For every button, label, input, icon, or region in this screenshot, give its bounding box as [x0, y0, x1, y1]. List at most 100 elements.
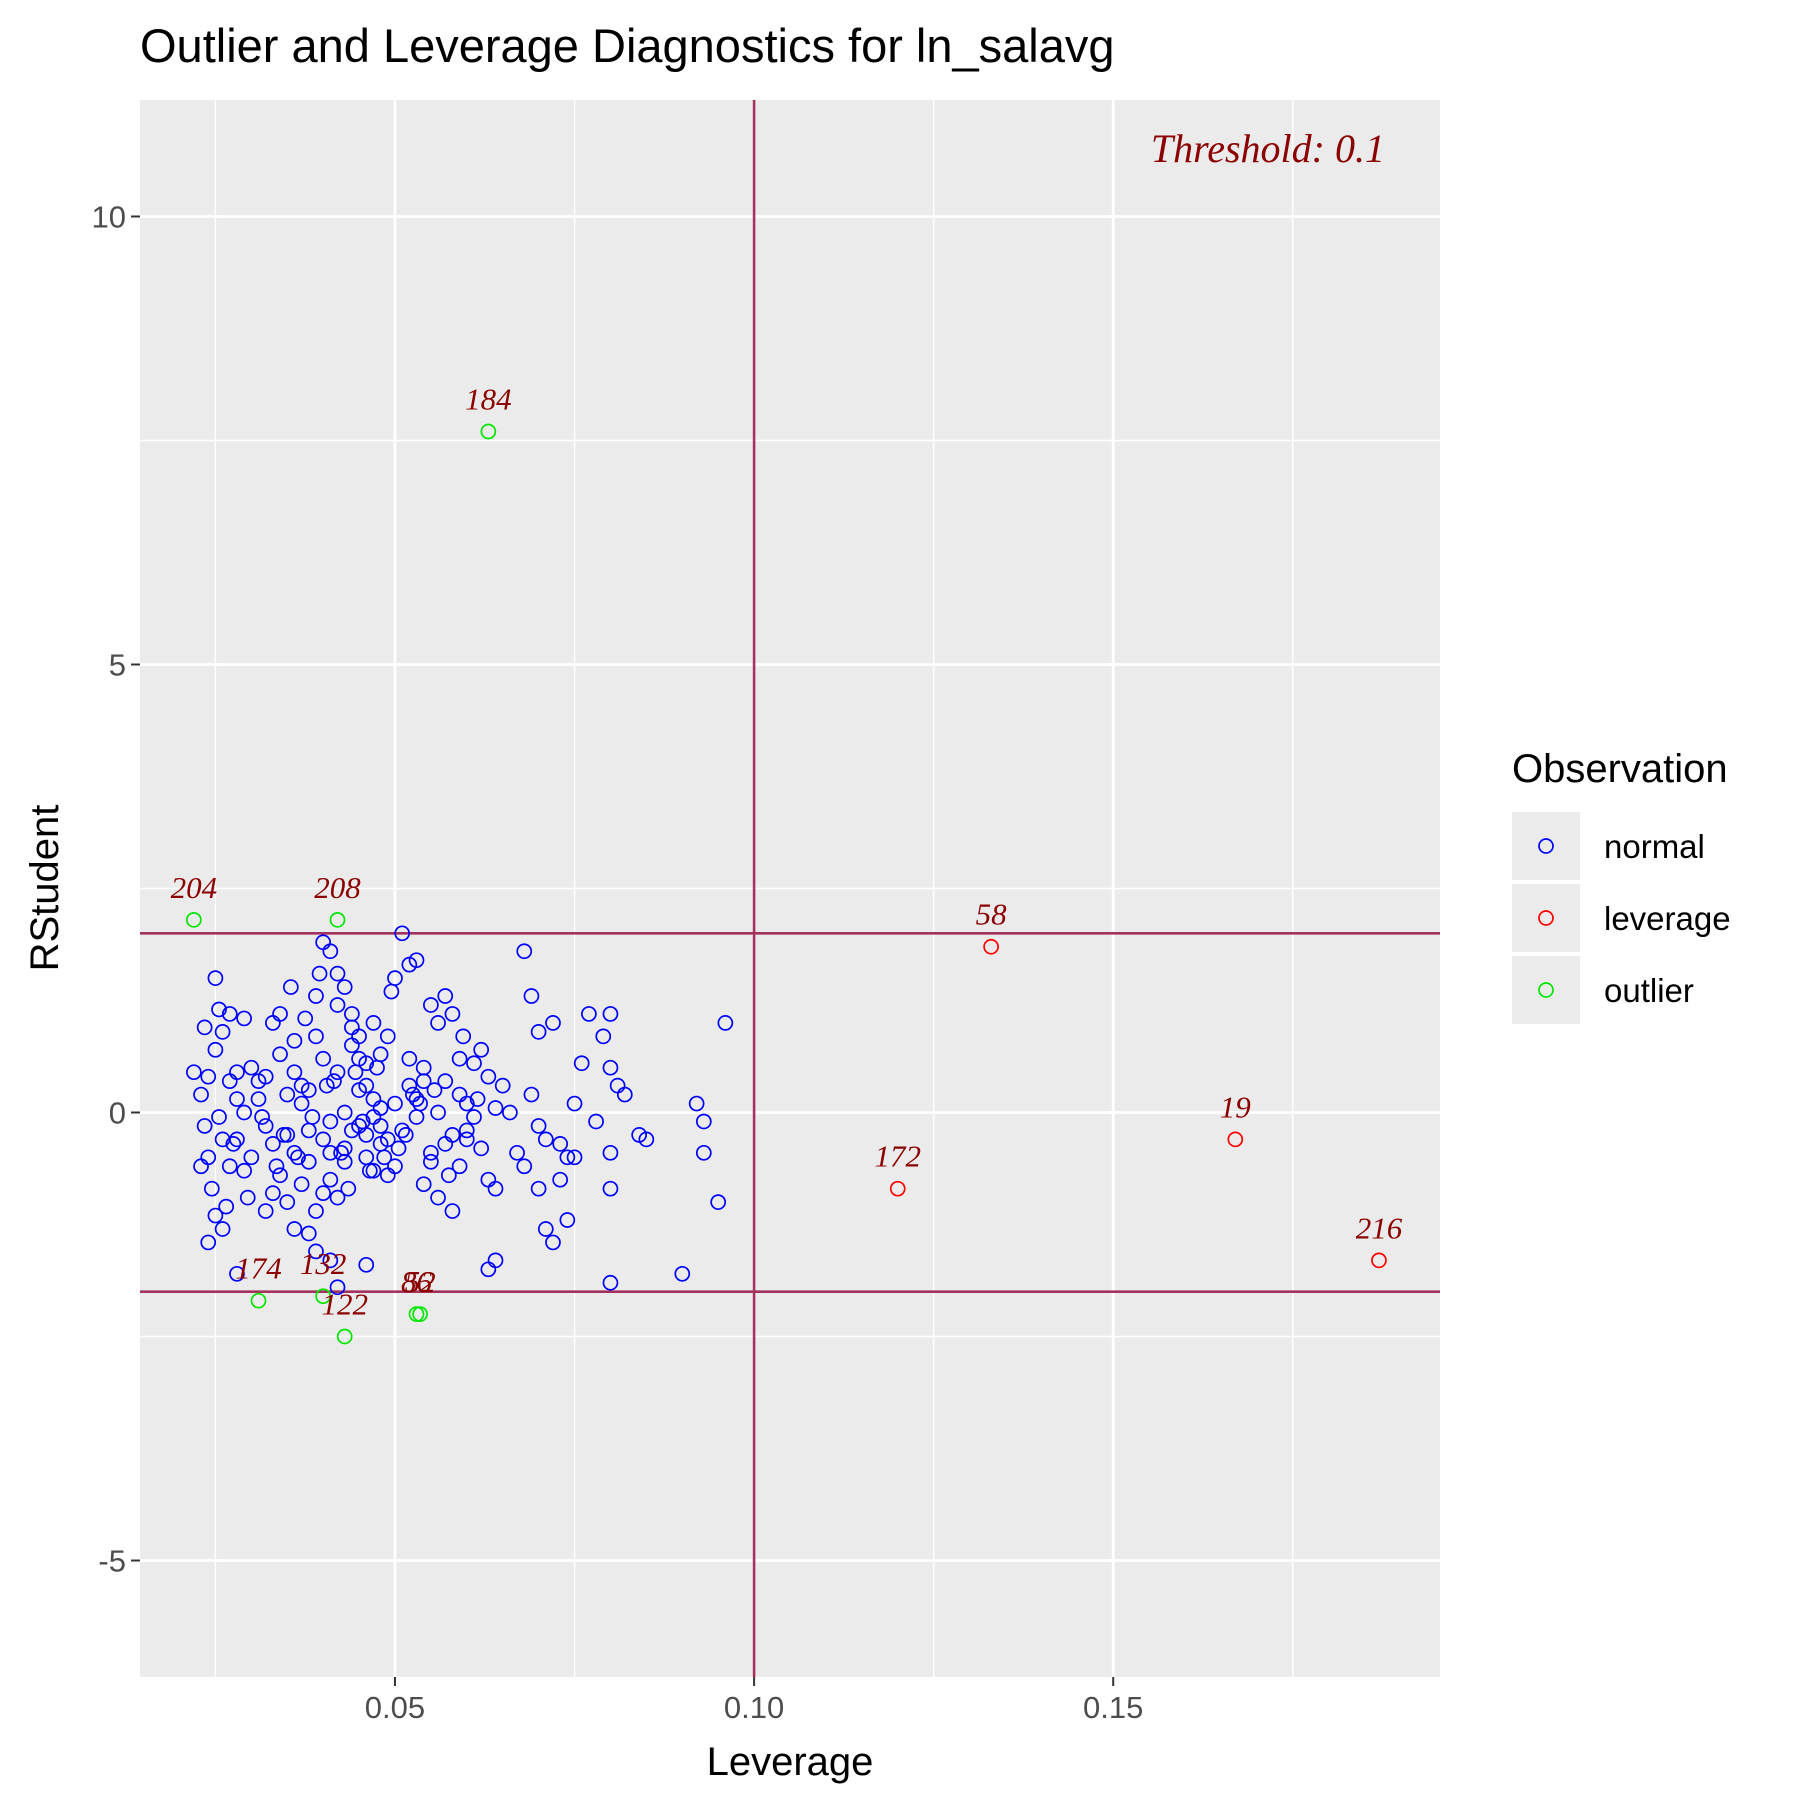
outlier-point: [186, 912, 202, 928]
outlier-point: [250, 1292, 267, 1309]
normal-point: [300, 1082, 317, 1098]
normal-point: [408, 1091, 425, 1107]
normal-point: [552, 1136, 569, 1152]
outlier-point: [408, 1306, 425, 1322]
normal-point: [265, 1136, 281, 1152]
normal-point: [365, 1091, 382, 1107]
normal-point: [275, 1127, 292, 1143]
normal-point: [387, 1158, 403, 1175]
normal-point: [509, 1144, 525, 1161]
normal-point: [250, 1091, 267, 1107]
normal-point: [304, 1109, 321, 1125]
normal-point: [243, 1149, 260, 1166]
leverage-point: [1227, 1131, 1244, 1148]
normal-point: [272, 1167, 288, 1184]
normal-point: [545, 1234, 561, 1251]
normal-point: [361, 1162, 378, 1179]
normal-point: [466, 1109, 482, 1125]
normal-point: [311, 965, 328, 982]
normal-point: [354, 1113, 371, 1130]
x-tick-label: 0.05: [365, 1690, 425, 1725]
normal-point: [480, 1261, 497, 1278]
legend-key-normal: [1512, 812, 1580, 880]
outlier-point: [412, 1306, 428, 1322]
normal-point: [329, 965, 346, 982]
normal-point: [200, 1234, 217, 1251]
legend-label-leverage: leverage: [1604, 900, 1731, 937]
normal-point: [566, 1095, 583, 1112]
outlier-point: [480, 423, 497, 440]
normal-point: [394, 925, 411, 942]
normal-point: [588, 1113, 604, 1130]
normal-point: [214, 1131, 231, 1148]
normal-point: [329, 1064, 346, 1081]
normal-point: [372, 1118, 389, 1134]
normal-point: [186, 1064, 202, 1081]
normal-point: [408, 952, 425, 969]
normal-point: [308, 1203, 324, 1219]
normal-point: [229, 1265, 245, 1282]
normal-point: [297, 1010, 314, 1027]
normal-point: [225, 1136, 242, 1152]
normal-point: [203, 1180, 220, 1197]
leverage-point-label: 19: [1220, 1089, 1251, 1124]
normal-point: [451, 1050, 468, 1067]
normal-point: [193, 1158, 209, 1175]
normal-point: [268, 1158, 285, 1175]
normal-point: [466, 1055, 482, 1072]
normal-point: [451, 1158, 468, 1175]
normal-point: [193, 1086, 209, 1103]
normal-point: [437, 1136, 454, 1152]
normal-point: [318, 1077, 335, 1094]
normal-point: [308, 1243, 324, 1260]
normal-point: [523, 1086, 540, 1103]
legend-entries: normal leverage outlier: [1512, 812, 1731, 1024]
normal-point: [347, 1064, 364, 1081]
normal-point: [458, 1095, 475, 1112]
legend-label-outlier: outlier: [1604, 972, 1694, 1009]
normal-point: [440, 1167, 457, 1184]
normal-point: [211, 1109, 227, 1125]
normal-point: [415, 1176, 432, 1193]
normal-point: [265, 1015, 281, 1031]
normal-point: [344, 1019, 360, 1036]
normal-point: [573, 1055, 590, 1072]
normal-point: [218, 1198, 235, 1215]
normal-point: [552, 1171, 569, 1188]
normal-point: [387, 1095, 403, 1112]
normal-point: [602, 1144, 619, 1161]
normal-point: [250, 1073, 267, 1089]
normal-point: [315, 1185, 331, 1201]
normal-point: [595, 1028, 612, 1045]
normal-point: [279, 1194, 296, 1210]
normal-point: [405, 1086, 421, 1103]
normal-point: [717, 1015, 734, 1031]
normal-point: [279, 1127, 296, 1143]
normal-point: [455, 1028, 472, 1045]
leverage-point: [1371, 1252, 1387, 1269]
normal-point: [469, 1091, 486, 1107]
normal-point: [207, 1207, 224, 1224]
normal-point: [516, 943, 533, 960]
normal-point: [308, 1028, 324, 1045]
normal-point: [340, 1180, 357, 1197]
normal-point: [344, 1122, 360, 1139]
normal-point: [300, 1153, 317, 1170]
normal-point: [272, 1046, 288, 1063]
normal-point: [545, 1015, 561, 1031]
normal-point: [602, 1274, 619, 1291]
legend-label-normal: normal: [1604, 828, 1705, 865]
legend-key-outlier: [1512, 956, 1580, 1024]
normal-point: [602, 1006, 619, 1022]
data-points: [186, 423, 1387, 1345]
normal-point: [473, 1140, 490, 1157]
normal-point: [394, 1122, 411, 1139]
outlier-point-label: 208: [314, 870, 361, 905]
normal-point: [537, 1221, 554, 1237]
outlier-point-label: 52: [405, 1264, 436, 1299]
normal-point: [530, 1118, 547, 1134]
threshold-lines: [140, 100, 1440, 1677]
leverage-point-label: 58: [976, 897, 1008, 932]
normal-point: [290, 1149, 306, 1166]
